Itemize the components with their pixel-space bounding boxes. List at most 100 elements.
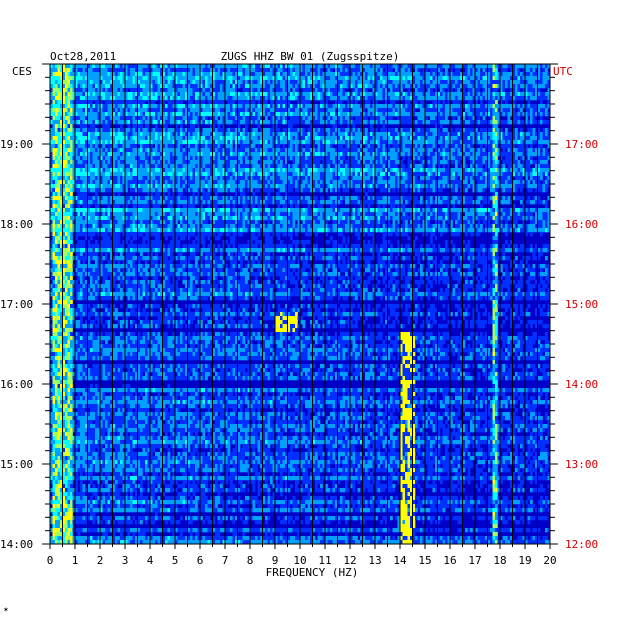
spectrogram-cell: [485, 132, 488, 137]
spectrogram-cell: [542, 156, 546, 161]
spectrogram-cell: [322, 100, 326, 105]
spectrogram-cell: [397, 68, 401, 73]
spectrogram-cell: [277, 132, 281, 137]
spectrogram-cell: [275, 128, 278, 133]
spectrogram-cell: [102, 128, 106, 133]
spectrogram-cell: [67, 64, 71, 69]
spectrogram-cell: [515, 80, 518, 85]
spectrogram-cell: [152, 64, 156, 69]
spectrogram-cell: [417, 88, 421, 93]
spectrogram-cell: [475, 112, 478, 117]
spectrogram-cell: [82, 132, 86, 137]
spectrogram-cell: [430, 120, 433, 125]
spectrogram-cell: [497, 80, 501, 85]
spectrogram-cell: [132, 88, 136, 93]
spectrogram-cell: [257, 92, 261, 97]
spectrogram-cell: [117, 140, 121, 145]
spectrogram-cell: [112, 152, 116, 157]
spectrogram-cell: [197, 108, 201, 113]
spectrogram-cell: [340, 76, 343, 81]
spectrogram-cell: [215, 140, 218, 145]
spectrogram-cell: [445, 156, 448, 161]
spectrogram-cell: [130, 92, 133, 97]
spectrogram-cell: [212, 112, 216, 117]
spectrogram-cell: [140, 160, 143, 165]
spectrogram-cell: [480, 108, 483, 113]
spectrogram-cell: [305, 104, 308, 109]
spectrogram-cell: [300, 64, 303, 69]
spectrogram-cell: [165, 80, 168, 85]
spectrogram-cell: [462, 84, 466, 89]
spectrogram-cell: [150, 132, 153, 137]
spectrogram-cell: [125, 72, 128, 77]
spectrogram-cell: [332, 168, 336, 173]
spectrogram-cell: [182, 64, 186, 69]
spectrogram-cell: [437, 108, 441, 113]
spectrogram-cell: [487, 156, 491, 161]
spectrogram-cell: [360, 84, 363, 89]
spectrogram-cell: [322, 112, 326, 117]
spectrogram-cell: [495, 84, 498, 89]
spectrogram-cell: [487, 120, 491, 125]
spectrogram-cell: [332, 128, 336, 133]
spectrogram-cell: [260, 152, 263, 157]
spectrogram-cell: [257, 88, 261, 93]
spectrogram-cell: [375, 104, 378, 109]
spectrogram-cell: [150, 72, 153, 77]
spectrogram-cell: [295, 168, 298, 173]
spectrogram-cell: [120, 64, 123, 69]
spectrogram-cell: [427, 136, 431, 141]
spectrogram-cell: [135, 96, 138, 101]
spectrogram-cell: [222, 128, 226, 133]
spectrogram-cell: [102, 144, 106, 149]
spectrogram-cell: [475, 148, 478, 153]
spectrogram-cell: [87, 128, 91, 133]
spectrogram-cell: [332, 72, 336, 77]
spectrogram-cell: [480, 104, 483, 109]
spectrogram-cell: [190, 128, 193, 133]
spectrogram-cell: [220, 108, 223, 113]
spectrogram-cell: [347, 80, 351, 85]
spectrogram-cell: [237, 128, 241, 133]
spectrogram-cell: [197, 116, 201, 121]
spectrogram-cell: [490, 136, 493, 141]
spectrogram-cell: [380, 116, 383, 121]
spectrogram-cell: [235, 136, 238, 141]
spectrogram-cell: [425, 128, 428, 133]
spectrogram-cell: [65, 144, 68, 149]
spectrogram-cell: [210, 116, 213, 121]
spectrogram-cell: [97, 100, 101, 105]
spectrogram-cell: [245, 148, 248, 153]
spectrogram-cell: [462, 116, 466, 121]
spectrogram-cell: [255, 80, 258, 85]
spectrogram-cell: [375, 152, 378, 157]
spectrogram-cell: [145, 92, 148, 97]
spectrogram-cell: [285, 140, 288, 145]
spectrogram-cell: [452, 132, 456, 137]
spectrogram-cell: [315, 84, 318, 89]
spectrogram-cell: [275, 80, 278, 85]
spectrogram-cell: [370, 156, 373, 161]
spectrogram-cell: [490, 68, 493, 73]
spectrogram-cell: [97, 168, 101, 173]
spectrogram-cell: [465, 168, 468, 173]
spectrogram-cell: [352, 160, 356, 165]
spectrogram-cell: [277, 128, 281, 133]
spectrogram-cell: [157, 80, 161, 85]
spectrogram-cell: [275, 96, 278, 101]
spectrogram-cell: [470, 156, 473, 161]
spectrogram-cell: [330, 168, 333, 173]
spectrogram-cell: [480, 128, 483, 133]
spectrogram-cell: [312, 152, 316, 157]
spectrogram-cell: [457, 136, 461, 141]
spectrogram-cell: [450, 152, 453, 157]
spectrogram-cell: [75, 132, 78, 137]
spectrogram-cell: [450, 112, 453, 117]
spectrogram-cell: [300, 96, 303, 101]
spectrogram-cell: [237, 72, 241, 77]
spectrogram-cell: [152, 160, 156, 165]
spectrogram-cell: [450, 140, 453, 145]
spectrogram-cell: [280, 68, 283, 73]
spectrogram-cell: [127, 76, 131, 81]
spectrogram-cell: [80, 132, 83, 137]
